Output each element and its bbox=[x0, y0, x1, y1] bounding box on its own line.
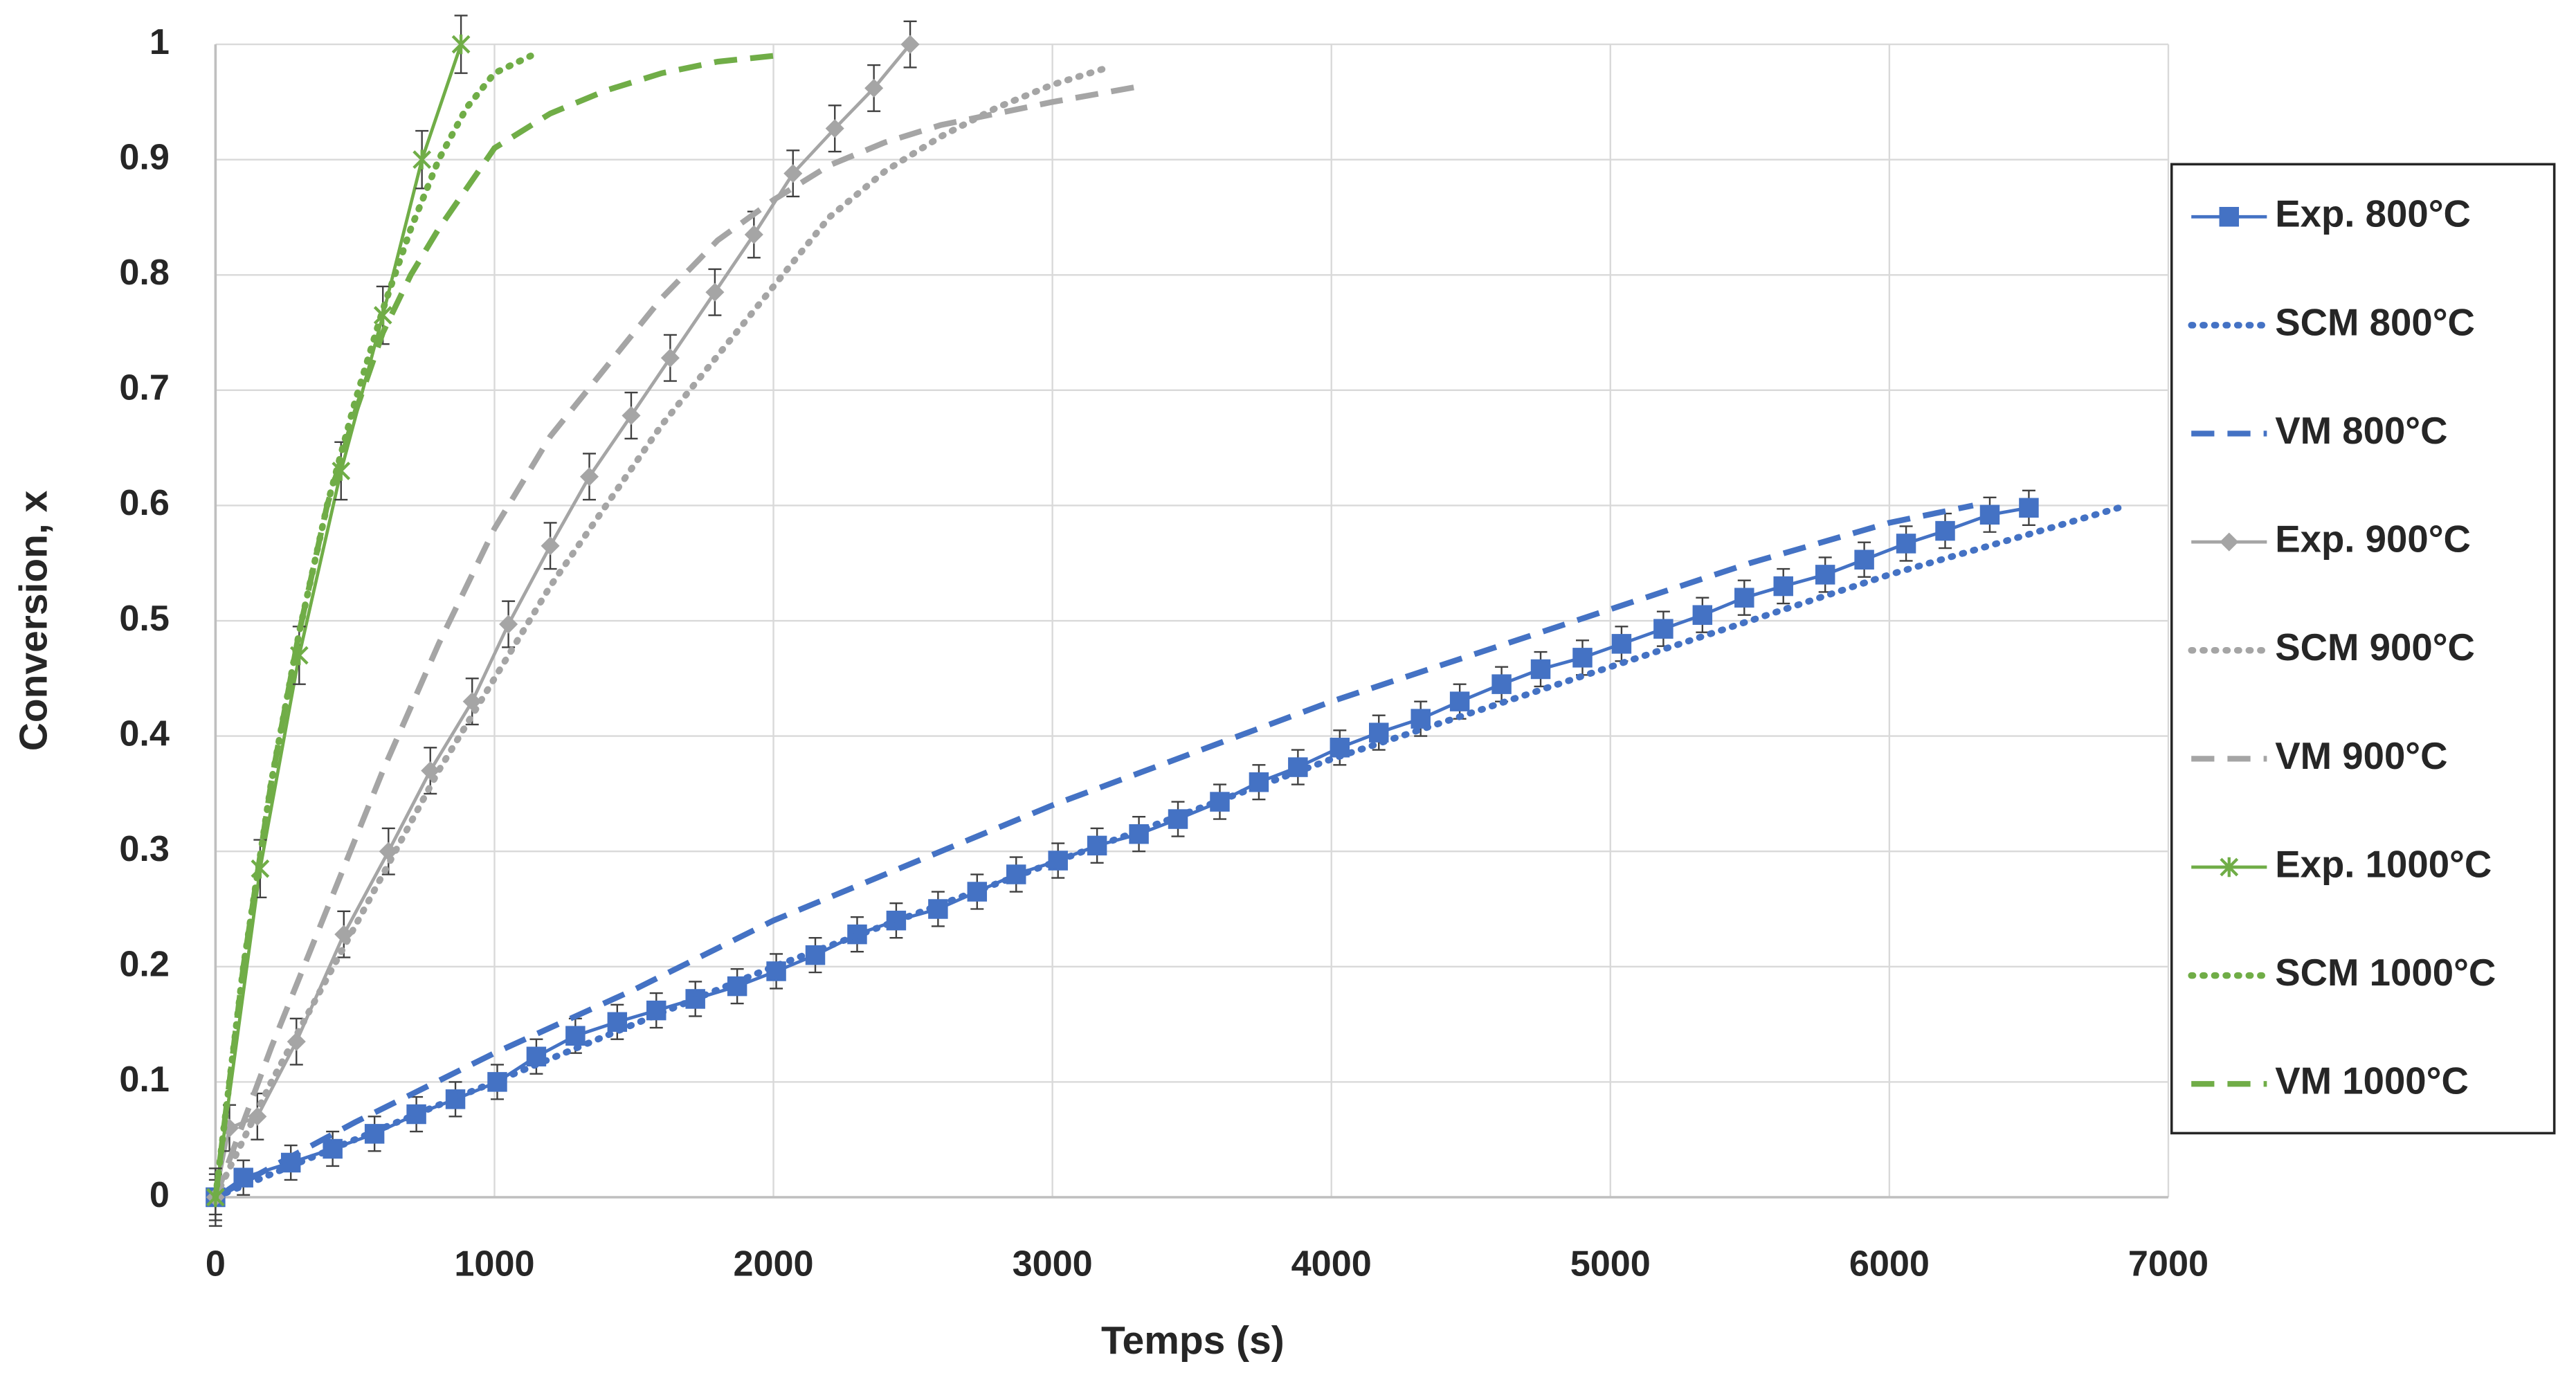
data-point bbox=[541, 536, 560, 556]
y-tick-label: 0.7 bbox=[119, 368, 170, 408]
legend-label: Exp. 1000°C bbox=[2275, 843, 2492, 885]
data-point bbox=[579, 467, 599, 487]
series-line bbox=[215, 506, 2029, 1199]
y-tick-label: 0.2 bbox=[119, 945, 170, 985]
legend-marker bbox=[2220, 857, 2239, 878]
series-line bbox=[212, 84, 1137, 1199]
data-point bbox=[451, 34, 471, 55]
data-point bbox=[499, 615, 518, 634]
data-point bbox=[412, 149, 432, 170]
y-tick-label: 0.9 bbox=[119, 137, 170, 177]
y-tick-label: 0.6 bbox=[119, 483, 170, 523]
series-line bbox=[212, 52, 534, 1201]
data-point bbox=[1530, 659, 1551, 680]
data-point bbox=[1653, 619, 1674, 639]
legend-label: SCM 1000°C bbox=[2275, 952, 2496, 994]
x-tick-label: 4000 bbox=[1291, 1244, 1372, 1284]
y-tick-label: 0.3 bbox=[119, 829, 170, 869]
x-tick-label: 2000 bbox=[733, 1244, 813, 1284]
data-point bbox=[1896, 534, 1916, 554]
y-axis-title: Conversion, x bbox=[12, 490, 56, 751]
legend-marker bbox=[2219, 207, 2240, 227]
data-point bbox=[783, 164, 803, 183]
data-point bbox=[1773, 576, 1793, 597]
data-point bbox=[1979, 504, 2000, 525]
y-tick-label: 0.4 bbox=[119, 713, 170, 754]
data-point bbox=[1692, 605, 1713, 625]
legend-label: VM 1000°C bbox=[2275, 1060, 2469, 1102]
y-tick-label: 0.1 bbox=[119, 1060, 170, 1100]
series-line bbox=[212, 64, 1112, 1201]
data-point bbox=[2019, 498, 2039, 518]
data-point bbox=[622, 406, 641, 426]
data-point bbox=[1854, 549, 1874, 570]
data-point bbox=[705, 282, 725, 302]
data-point bbox=[660, 348, 680, 367]
series-line bbox=[212, 502, 2130, 1201]
data-point bbox=[825, 119, 844, 138]
legend-label: Exp. 800°C bbox=[2275, 193, 2471, 235]
x-tick-label: 1000 bbox=[454, 1244, 534, 1284]
y-tick-label: 1 bbox=[149, 22, 170, 62]
data-point bbox=[1611, 634, 1632, 654]
legend-label: SCM 900°C bbox=[2275, 626, 2475, 669]
legend-box bbox=[2170, 163, 2556, 1135]
legend-label: Exp. 900°C bbox=[2275, 518, 2471, 561]
x-tick-label: 6000 bbox=[1849, 1244, 1930, 1284]
legend-label: VM 900°C bbox=[2275, 735, 2447, 777]
x-tick-label: 5000 bbox=[1570, 1244, 1651, 1284]
x-tick-label: 7000 bbox=[2128, 1244, 2208, 1284]
data-point bbox=[1935, 520, 1955, 541]
data-point bbox=[1449, 691, 1470, 711]
legend-label: VM 800°C bbox=[2275, 410, 2447, 452]
data-point bbox=[1491, 674, 1512, 694]
data-point bbox=[744, 225, 763, 244]
legend-label: SCM 800°C bbox=[2275, 301, 2475, 343]
y-tick-label: 0 bbox=[149, 1175, 170, 1215]
data-point bbox=[900, 35, 920, 54]
data-point bbox=[565, 1026, 586, 1046]
data-point bbox=[1572, 648, 1593, 668]
y-tick-label: 0.8 bbox=[119, 253, 170, 293]
series-line bbox=[214, 502, 1974, 1200]
data-point bbox=[323, 1138, 343, 1159]
x-tick-label: 3000 bbox=[1013, 1244, 1093, 1284]
x-tick-label: 0 bbox=[206, 1244, 226, 1284]
x-axis-title: Temps (s) bbox=[1101, 1318, 1285, 1363]
y-tick-label: 0.5 bbox=[119, 599, 170, 639]
data-point bbox=[864, 78, 884, 98]
data-point bbox=[1815, 565, 1835, 585]
data-point bbox=[1734, 588, 1754, 608]
legend-marker bbox=[2220, 532, 2239, 552]
data-point bbox=[421, 761, 440, 781]
